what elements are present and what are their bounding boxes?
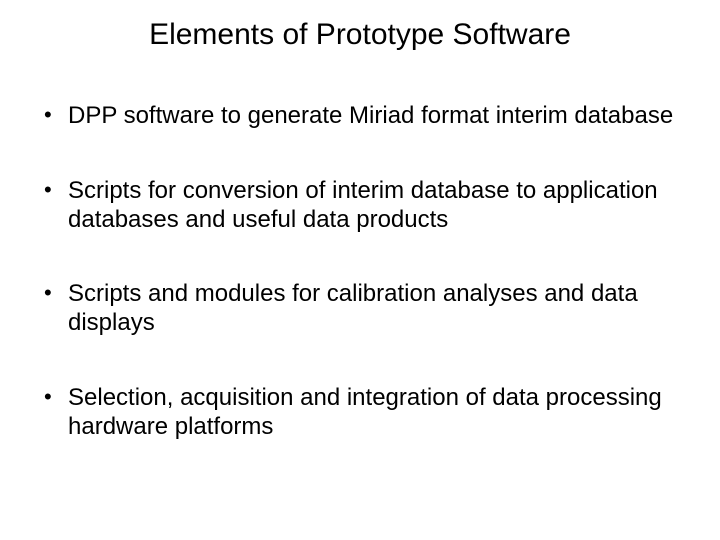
- list-item: Scripts and modules for calibration anal…: [40, 280, 680, 338]
- list-item: Selection, acquisition and integration o…: [40, 384, 680, 442]
- slide-title: Elements of Prototype Software: [40, 18, 680, 52]
- bullet-list: DPP software to generate Miriad format i…: [40, 102, 680, 442]
- list-item: DPP software to generate Miriad format i…: [40, 102, 680, 131]
- list-item: Scripts for conversion of interim databa…: [40, 177, 680, 235]
- slide: Elements of Prototype Software DPP softw…: [0, 0, 720, 540]
